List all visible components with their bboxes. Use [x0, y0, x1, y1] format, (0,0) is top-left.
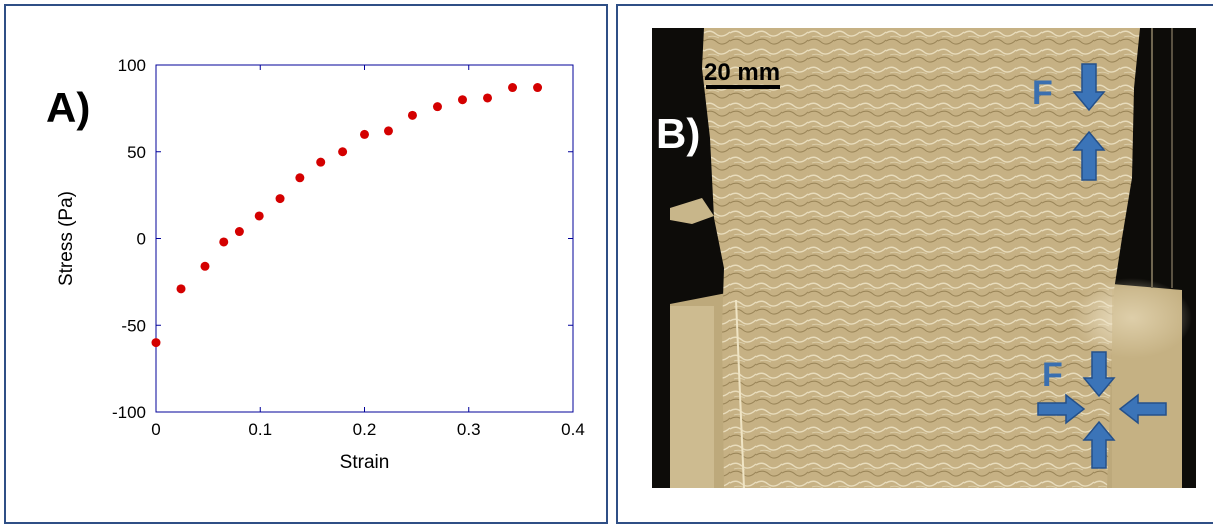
lower-right-edge [1112, 290, 1182, 488]
data-point [407, 110, 417, 120]
data-point [151, 338, 161, 348]
specimen-photo: 20 mm B) F F [652, 28, 1196, 488]
data-point [383, 126, 393, 136]
data-point [200, 261, 210, 271]
plot-frame [155, 64, 574, 413]
data-point [533, 83, 543, 93]
down-arrow-icon [1082, 351, 1116, 398]
stress-strain-chart: 0 0.1 0.2 0.3 0.4 -100 -50 0 50 100 Strain Stress (… [56, 56, 585, 473]
x-tick-label: 0.2 [353, 420, 377, 439]
x-tick-label: 0.3 [457, 420, 481, 439]
data-point [275, 194, 285, 204]
panel-b-label: B) [656, 110, 700, 157]
data-point [338, 147, 348, 157]
y-tick-label: 100 [118, 56, 146, 75]
y-axis-label: Stress (Pa) [56, 191, 77, 286]
data-point [457, 95, 467, 105]
panel-a: A) 0 0.1 0.2 0.3 0.4 -100 -50 0 50 100 Strain Stres… [4, 4, 608, 524]
panel-b: 20 mm B) F F [616, 4, 1213, 524]
right-arrow-icon [1037, 393, 1086, 425]
specimen-body [702, 28, 1140, 488]
lower-left-edge [670, 306, 714, 488]
up-arrow-icon [1072, 130, 1106, 181]
y-tick-label: 50 [127, 143, 146, 162]
y-tick-label: -50 [121, 316, 146, 335]
down-arrow-icon [1072, 63, 1106, 112]
data-point [234, 227, 244, 237]
data-point [508, 83, 518, 93]
x-axis-label: Strain [340, 452, 390, 473]
data-point [483, 93, 493, 103]
y-tick-label: -100 [112, 403, 146, 422]
data-point [295, 173, 305, 183]
panel-a-label: A) [46, 84, 91, 131]
left-arrow-icon [1118, 393, 1167, 425]
scale-bar [706, 85, 780, 89]
force-label-bottom: F [1042, 356, 1063, 394]
data-point [316, 157, 326, 167]
left-debris [670, 198, 714, 224]
x-tick-label: 0.1 [248, 420, 272, 439]
scale-bar-label: 20 mm [704, 59, 780, 86]
y-tick-label: 0 [137, 230, 146, 249]
up-arrow-icon [1082, 420, 1116, 469]
crack-line [735, 299, 745, 488]
data-point [219, 237, 229, 247]
data-point [176, 284, 186, 294]
x-tick-label: 0 [151, 420, 160, 439]
data-point [254, 211, 264, 221]
x-tick-label: 0.4 [561, 420, 585, 439]
data-point [360, 129, 369, 139]
force-label-top: F [1032, 74, 1053, 112]
data-point [432, 102, 442, 112]
